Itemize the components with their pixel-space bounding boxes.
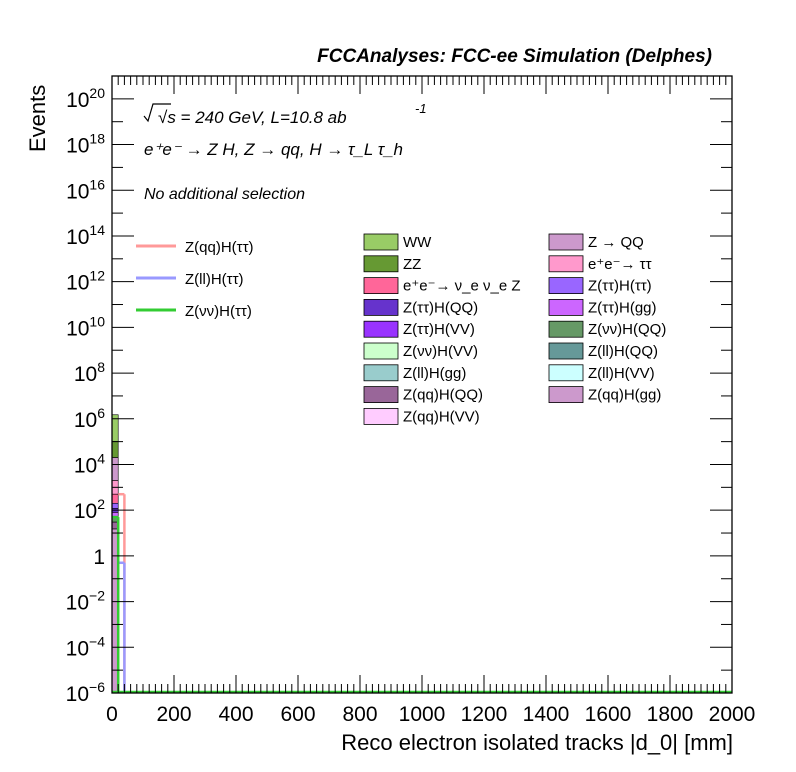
legend-label: Z(ll)H(QQ) (588, 343, 658, 360)
legend-label: Z(qq)H(QQ) (403, 387, 483, 404)
legend-swatch (548, 255, 584, 273)
legend-swatch (548, 386, 584, 404)
signal-lines (112, 492, 732, 694)
legend-swatch (548, 342, 584, 360)
legend-label: Z(νν)H(VV) (403, 343, 478, 360)
legend-swatch (363, 277, 399, 295)
y-tick-label: 10−6 (66, 679, 106, 706)
x-tick-label: 200 (156, 703, 191, 726)
x-tick-label: 1400 (523, 703, 570, 726)
signal-legend: Z(qq)H(ττ) Z(ll)H(ττ) Z(νν)H(ττ) (136, 239, 254, 320)
x-tick-label: 0 (106, 703, 118, 726)
legend-swatch (363, 298, 399, 316)
legend-label: e⁺e⁻→ ττ (588, 256, 652, 273)
plot-frame (111, 75, 733, 694)
x-tick-label: 2000 (709, 703, 756, 726)
y-tick-label: 1010 (66, 313, 105, 340)
legend-label: Z(qq)H(gg) (588, 387, 661, 404)
x-tick-label: 400 (218, 703, 253, 726)
background-legend-column-1: WW ZZ e⁺e⁻→ ν_e ν_e Z Z(ττ)H(QQ) Z(ττ)H(VV) Z… (363, 233, 521, 425)
selection-annotation: No additional selection (144, 186, 305, 203)
y-tick-label: 10−4 (66, 633, 106, 660)
y-tick-label: 104 (74, 450, 105, 477)
legend-swatch (363, 364, 399, 382)
x-axis-label: Reco electron isolated tracks |d_0| [mm] (341, 730, 733, 755)
legend-label: e⁺e⁻→ ν_e ν_e Z (403, 278, 521, 295)
y-tick-label: 1014 (66, 222, 105, 249)
x-tick-label: 800 (342, 703, 377, 726)
background-legend-column-2: Z → QQ e⁺e⁻→ ττ Z(ττ)H(ττ) Z(ττ)H(gg) Z(νν)H… (548, 233, 666, 404)
legend-label: Z(ττ)H(QQ) (403, 299, 478, 316)
chart-title: FCCAnalyses: FCC-ee Simulation (Delphes) (317, 46, 712, 67)
signal-legend-label: Z(ll)H(ττ) (185, 271, 244, 288)
axes: 0 200 400 600 800 1000 1200 1400 1600 1800 2000 10−… (66, 75, 756, 726)
y-tick-label: 1018 (66, 131, 105, 158)
legend-swatch (548, 233, 584, 251)
y-tick-label: 10−2 (66, 588, 106, 615)
y-tick-label: 102 (74, 496, 105, 523)
legend-label: Z(ττ)H(VV) (403, 321, 475, 338)
legend-swatch (363, 407, 399, 425)
process-annotation: e⁺e⁻ → Z H, Z → qq, H → τ_L τ_h (144, 140, 403, 159)
y-axis-label: Events (25, 85, 50, 152)
legend-swatch (548, 320, 584, 338)
legend-label: Z(ll)H(gg) (403, 365, 466, 382)
legend-label: Z(ll)H(VV) (588, 365, 655, 382)
legend-label: WW (403, 234, 432, 251)
x-tick-label: 600 (280, 703, 315, 726)
legend-label: Z → QQ (588, 234, 644, 251)
legend-swatch (363, 233, 399, 251)
stack-bar-1 (111, 441, 119, 458)
y-tick-label: 1 (93, 546, 105, 569)
legend-swatch (548, 298, 584, 316)
y-tick-label: 108 (74, 359, 105, 386)
x-tick-label: 1200 (461, 703, 508, 726)
legend-label: Z(ττ)H(ττ) (588, 278, 652, 295)
legend-label: Z(qq)H(VV) (403, 408, 480, 425)
legend-label: Z(ττ)H(gg) (588, 299, 657, 316)
legend-swatch (363, 386, 399, 404)
x-tick-label: 1800 (647, 703, 694, 726)
y-tick-label: 1012 (66, 268, 105, 295)
legend-label: ZZ (403, 256, 421, 273)
signal-legend-label: Z(qq)H(ττ) (185, 239, 254, 256)
legend-swatch (548, 364, 584, 382)
legend-swatch (363, 320, 399, 338)
energy-annotation-exponent: -1 (415, 101, 427, 116)
y-tick-label: 1020 (66, 85, 105, 112)
legend-swatch (363, 255, 399, 273)
stack-bar-4 (111, 493, 119, 504)
x-tick-label: 1600 (585, 703, 632, 726)
y-tick-label: 1016 (66, 176, 105, 203)
signal-legend-label: Z(νν)H(ττ) (185, 303, 252, 320)
legend-swatch (548, 277, 584, 295)
stack-bar-5 (111, 503, 119, 509)
legend-swatch (363, 342, 399, 360)
legend-label: Z(νν)H(QQ) (588, 321, 666, 338)
x-tick-label: 1000 (399, 703, 446, 726)
sqrt-symbol (143, 103, 171, 123)
y-tick-label: 106 (74, 405, 105, 432)
energy-annotation: √s = 240 GeV, L=10.8 ab (158, 108, 347, 127)
stack-bar-2 (111, 457, 119, 481)
